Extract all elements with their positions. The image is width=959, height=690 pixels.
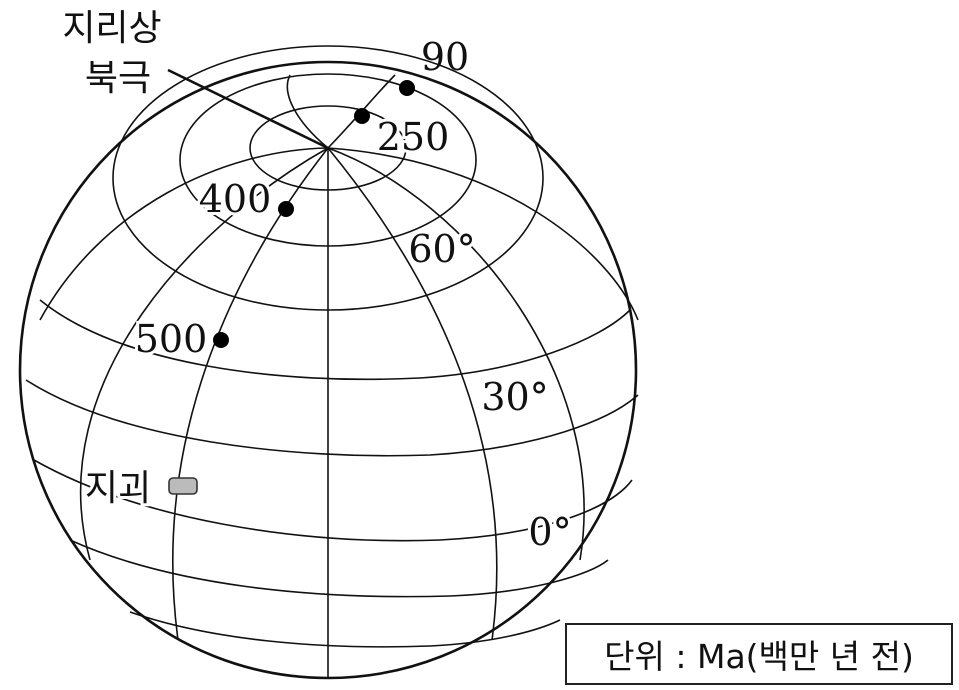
age-label-500: 500 [135, 317, 208, 361]
pole-dot-250 [354, 108, 370, 124]
unit-label: 단위 : Ma(백만 년 전) [604, 637, 914, 676]
latitude-arc [33, 459, 633, 542]
latitude-arc [39, 299, 631, 381]
fossil-label: 지괴 [85, 468, 151, 509]
latitude-circle [179, 73, 477, 247]
latitude-arc [25, 379, 639, 457]
pole-dot-400 [278, 201, 294, 217]
globe-outline [18, 60, 638, 680]
pole-leader-line [167, 68, 329, 150]
latitude-circle [249, 105, 407, 191]
latitude-label-30: 30° [481, 375, 548, 419]
meridian [327, 74, 396, 149]
pole-label-line1: 지리상 [62, 8, 161, 49]
meridian [171, 147, 329, 641]
pole-dot-500 [213, 332, 229, 348]
meridian [327, 147, 639, 321]
meridian [327, 147, 585, 561]
pole-dots [213, 80, 415, 348]
latitude-arc [129, 611, 561, 648]
age-label-250: 250 [377, 115, 450, 159]
age-label-400: 400 [199, 177, 272, 221]
globe-grid [25, 45, 639, 678]
latitude-label-0: 0° [528, 510, 571, 554]
fossil-block-marker [168, 477, 198, 495]
meridian [327, 147, 498, 641]
meridian [79, 147, 329, 561]
age-label-90: 90 [421, 35, 469, 79]
latitude-label-60: 60° [408, 227, 475, 271]
unit-box: 단위 : Ma(백만 년 전) [565, 623, 953, 685]
pole-dot-90 [399, 80, 415, 96]
latitude-circle [112, 45, 544, 311]
latitude-arc [69, 539, 609, 598]
pole-label-line2: 북극 [85, 58, 151, 99]
meridian [39, 147, 329, 321]
